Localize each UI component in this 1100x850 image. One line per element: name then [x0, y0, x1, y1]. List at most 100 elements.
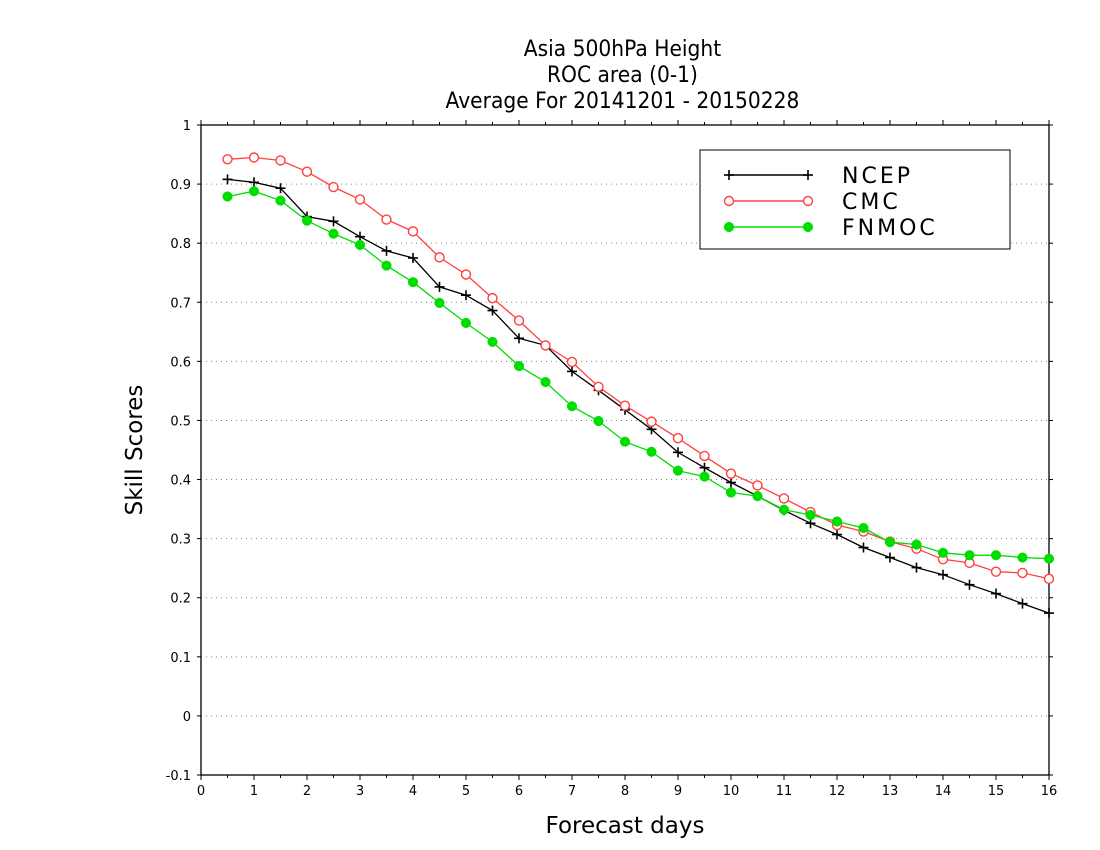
data-point-ncep	[567, 366, 577, 377]
chart-title-line-2: ROC area (0-1)	[546, 63, 698, 88]
legend-label-fnmoc: FNMOC	[842, 216, 938, 241]
data-point-ncep	[699, 462, 710, 473]
grid-lines	[201, 183, 1049, 717]
data-point-fnmoc	[381, 260, 392, 271]
data-point-fnmoc	[858, 522, 869, 534]
legend-item-cmc: CMC	[723, 190, 901, 215]
y-tick-label: 1	[183, 119, 191, 134]
y-tick-label: -0.1	[166, 769, 191, 784]
data-point-ncep	[249, 177, 259, 188]
data-point-cmc	[778, 493, 790, 504]
data-point-ncep	[832, 529, 842, 540]
x-tick-label: 1	[250, 784, 258, 799]
x-tick-label: 13	[882, 784, 899, 799]
y-tick-label: 0.2	[170, 592, 191, 607]
legend-label-ncep: NCEP	[842, 164, 913, 189]
data-point-cmc	[593, 381, 604, 392]
legend-item-fnmoc: FNMOC	[723, 216, 938, 241]
data-point-fnmoc	[1017, 552, 1028, 563]
y-tick-label: 0.7	[170, 296, 191, 311]
data-point-fnmoc	[831, 516, 843, 527]
data-point-fnmoc	[328, 228, 339, 239]
x-tick-label: 14	[935, 784, 952, 799]
chart-title-line-1: Asia 500hPa Height	[523, 37, 722, 62]
data-point-cmc	[248, 152, 260, 163]
data-point-fnmoc	[460, 317, 472, 329]
x-tick-label: 12	[829, 784, 846, 799]
legend-label-cmc: CMC	[842, 190, 901, 215]
data-point-fnmoc	[778, 504, 790, 515]
data-point-ncep	[328, 216, 339, 227]
data-point-cmc	[301, 166, 313, 177]
data-point-fnmoc	[566, 401, 578, 412]
data-point-fnmoc	[301, 215, 313, 226]
data-point-cmc	[752, 480, 763, 491]
data-point-ncep	[408, 252, 418, 263]
data-point-fnmoc	[487, 336, 498, 347]
data-point-fnmoc	[911, 539, 922, 550]
x-tick-label: 2	[303, 784, 311, 799]
chart-title-line-3: Average For 20141201 - 20150228	[445, 89, 800, 114]
data-point-fnmoc	[434, 297, 445, 308]
data-point-fnmoc	[964, 550, 975, 561]
legend-item-ncep: NCEP	[724, 164, 913, 189]
data-point-fnmoc	[884, 537, 896, 548]
data-point-cmc	[222, 154, 233, 165]
series-line-ncep	[227, 178, 1050, 614]
data-point-ncep	[938, 569, 948, 580]
x-tick-label: 5	[462, 784, 470, 799]
data-point-fnmoc	[1043, 553, 1055, 564]
x-tick-label: 3	[356, 784, 364, 799]
legend-box	[699, 149, 1011, 250]
data-point-cmc	[540, 340, 551, 351]
data-point-ncep	[726, 477, 736, 488]
x-tick-label: 8	[621, 784, 629, 799]
data-point-ncep	[673, 447, 683, 458]
data-point-cmc	[513, 315, 525, 326]
data-point-ncep	[461, 290, 471, 301]
data-point-cmc	[487, 292, 498, 304]
data-point-cmc	[407, 226, 419, 237]
x-tick-label: 15	[988, 784, 1005, 799]
y-tick-label: 0.5	[170, 414, 191, 429]
data-point-fnmoc	[699, 471, 710, 482]
data-point-cmc	[1017, 567, 1028, 579]
data-point-ncep	[275, 183, 286, 194]
data-point-fnmoc	[725, 487, 737, 498]
data-point-ncep	[964, 579, 975, 590]
data-point-ncep	[885, 552, 895, 563]
data-point-ncep	[514, 333, 524, 344]
data-point-cmc	[672, 432, 684, 444]
legend-marker-ncep	[803, 170, 813, 180]
x-tick-label: 0	[197, 784, 205, 799]
data-point-ncep	[858, 542, 869, 553]
y-tick-label: 0	[183, 710, 191, 725]
data-point-cmc	[381, 214, 392, 225]
data-point-cmc	[275, 155, 286, 166]
y-tick-label: 0.6	[170, 355, 191, 370]
data-point-cmc	[619, 400, 631, 411]
x-tick-label: 9	[674, 784, 682, 799]
legend-marker-fnmoc	[802, 221, 814, 233]
x-axis-title: Forecast days	[546, 813, 705, 839]
legend-marker-fnmoc	[723, 221, 735, 233]
data-point-ncep	[222, 174, 233, 185]
series-cmc	[222, 152, 1055, 585]
x-tick-label: 16	[1041, 784, 1058, 799]
y-tick-label: 0.1	[170, 651, 191, 666]
legend-marker-cmc	[723, 195, 735, 207]
data-point-fnmoc	[275, 195, 286, 206]
x-tick-label: 4	[409, 784, 417, 799]
data-point-ncep	[487, 305, 498, 316]
data-point-fnmoc	[990, 550, 1002, 561]
data-point-cmc	[699, 450, 710, 462]
data-point-ncep	[911, 562, 922, 573]
data-point-fnmoc	[646, 446, 657, 457]
axis-ticks: -0.100.10.20.30.40.50.60.70.80.910 1 2 3 4 5 6…	[166, 119, 1058, 799]
data-point-ncep	[991, 588, 1001, 599]
y-tick-label: 0.9	[170, 178, 191, 193]
data-point-ncep	[381, 245, 392, 256]
data-point-fnmoc	[672, 465, 684, 476]
